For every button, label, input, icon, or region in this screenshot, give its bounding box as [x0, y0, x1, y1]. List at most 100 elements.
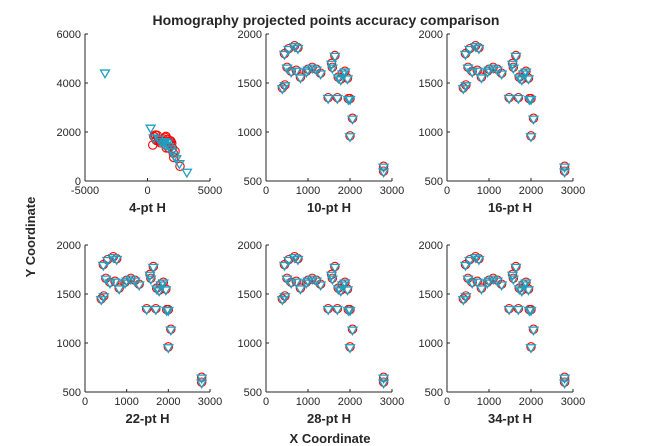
x-tick-label: 3000 [561, 396, 585, 408]
projected-point [329, 52, 341, 63]
x-tick-label: 0 [444, 185, 450, 197]
subplot-6: 0 1000 2000 3000 500 1000 1500 2000 34-pt H [419, 240, 586, 426]
y-tick-label: 1500 [238, 289, 262, 301]
projected-point [522, 75, 535, 85]
projected-point [471, 67, 483, 78]
projected-point [166, 147, 179, 158]
projected-point [520, 68, 532, 79]
projected-point [339, 68, 351, 79]
projected-point [473, 44, 485, 55]
subplot-4: 0 1000 2000 3000 500 1000 1500 2000 22-pt H [57, 240, 223, 426]
projected-point [331, 94, 344, 105]
subplot-3: 0 1000 2000 3000 500 1000 1500 2000 16-pt H [419, 29, 586, 215]
projected-point [469, 253, 482, 264]
projected-point [306, 64, 318, 75]
projected-point [522, 286, 535, 296]
x-tick-label: 3000 [198, 396, 222, 408]
subplot-xlabel: 16-pt H [488, 200, 532, 215]
x-tick-label: -5000 [71, 185, 99, 197]
projected-point [121, 277, 133, 288]
projected-point [294, 285, 307, 295]
projected-point [322, 94, 334, 105]
x-tick-label: 0 [263, 396, 269, 408]
y-tick-label: 1000 [419, 338, 443, 350]
projected-point [322, 305, 334, 316]
subplot-2: 0 1000 2000 3000 500 1000 1500 2000 10-pt H [238, 29, 405, 215]
projected-point [377, 168, 390, 178]
projected-point [558, 168, 571, 178]
y-tick-label: 500 [63, 387, 81, 399]
projected-point [332, 285, 344, 295]
y-axis-label: Y Coordinate [23, 197, 38, 278]
x-tick-label: 3000 [380, 185, 404, 197]
subplot-xlabel: 22-pt H [125, 411, 169, 426]
projected-point [466, 68, 478, 79]
x-tick-label: 0 [263, 185, 269, 197]
projected-point [101, 256, 114, 267]
projected-point [147, 263, 159, 274]
projected-point [278, 50, 291, 61]
projected-point [302, 66, 314, 77]
projected-point [487, 64, 499, 75]
projected-point [159, 137, 171, 148]
projected-point [196, 379, 208, 389]
projected-point [145, 275, 157, 286]
y-tick-label: 500 [244, 387, 262, 399]
x-tick-label: 1000 [477, 396, 501, 408]
projected-point [279, 82, 291, 92]
projected-point [332, 74, 344, 84]
projected-point [466, 279, 478, 290]
projected-point [98, 293, 110, 303]
projected-point [525, 133, 537, 143]
y-tick-label: 2000 [238, 29, 262, 41]
projected-point [288, 253, 301, 264]
projected-point [483, 66, 495, 77]
projected-point [525, 344, 537, 354]
projected-point [527, 326, 540, 337]
y-tick-label: 2000 [419, 240, 443, 252]
projected-point [150, 305, 162, 316]
projected-point [336, 70, 349, 80]
projected-point [460, 293, 472, 303]
projected-point [507, 64, 519, 75]
projected-point [339, 279, 351, 290]
y-tick-label: 2000 [57, 127, 81, 139]
projected-point [503, 94, 515, 105]
x-tick-label: 0 [144, 185, 150, 197]
projected-point [471, 278, 483, 289]
x-tick-label: 0 [82, 396, 88, 408]
projected-point [173, 160, 186, 170]
projected-point [464, 256, 476, 267]
projected-point [336, 281, 349, 291]
y-tick-label: 1000 [57, 338, 81, 350]
x-tick-label: 5000 [198, 185, 222, 197]
projected-point [344, 95, 356, 106]
y-tick-label: 1500 [238, 78, 262, 90]
projected-point [181, 168, 193, 179]
y-tick-label: 1500 [419, 78, 443, 90]
projected-point [165, 326, 177, 337]
projected-point [292, 44, 304, 55]
projected-point [162, 306, 174, 317]
projected-point [306, 275, 318, 286]
x-tick-label: 2000 [519, 396, 543, 408]
projected-point [517, 70, 530, 80]
projected-point [292, 255, 304, 266]
projected-point [459, 261, 472, 272]
projected-point [151, 285, 163, 295]
projected-point [483, 277, 495, 288]
projected-point [469, 42, 482, 53]
projected-point [326, 275, 338, 286]
subplot-5: 0 1000 2000 3000 500 1000 1500 2000 28-pt H [238, 240, 405, 426]
x-tick-label: 1000 [477, 185, 501, 197]
projected-point [495, 70, 508, 80]
projected-point [487, 275, 499, 286]
projected-point [196, 374, 208, 385]
subplot-xlabel: 4-pt H [129, 200, 166, 215]
x-tick-label: 1000 [296, 396, 320, 408]
projected-point [377, 163, 390, 174]
projected-point [473, 255, 485, 266]
projected-point [285, 68, 297, 79]
